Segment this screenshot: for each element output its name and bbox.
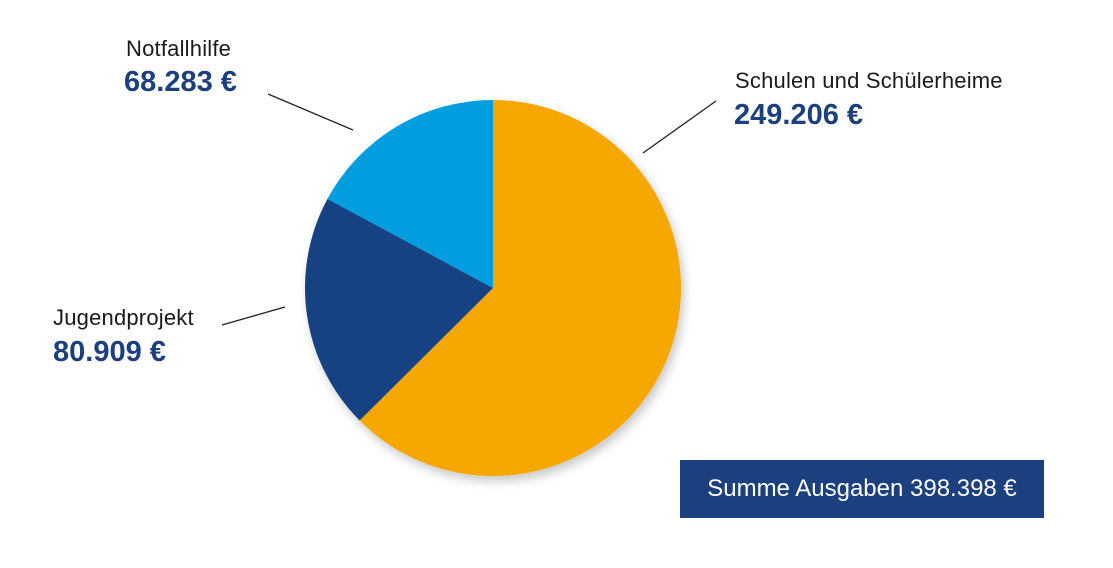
slice-label-notfallhilfe: Notfallhilfe xyxy=(126,36,232,61)
leader-lines xyxy=(221,93,717,326)
slice-value-jugendprojekt: 80.909 € xyxy=(53,336,166,368)
leader-line-notfallhilfe xyxy=(267,93,354,131)
slice-value-schulen: 249.206 € xyxy=(734,99,864,131)
total-expenses-badge: Summe Ausgaben 398.398 € xyxy=(680,460,1044,518)
slice-value-notfallhilfe: 68.283 € xyxy=(124,66,237,98)
pie-slice-jugendprojekt xyxy=(305,198,493,421)
pie-slice-notfallhilfe xyxy=(327,100,493,288)
leader-line-schulen xyxy=(642,100,717,154)
leader-line-jugendprojekt xyxy=(221,306,286,326)
slice-label-jugendprojekt: Jugendprojekt xyxy=(53,305,194,330)
slice-label-schulen: Schulen und Schülerheime xyxy=(735,68,1003,93)
pie-slices xyxy=(305,99,682,477)
total-expenses-text: Summe Ausgaben 398.398 € xyxy=(707,475,1017,502)
pie-slice-schulen xyxy=(359,99,682,477)
